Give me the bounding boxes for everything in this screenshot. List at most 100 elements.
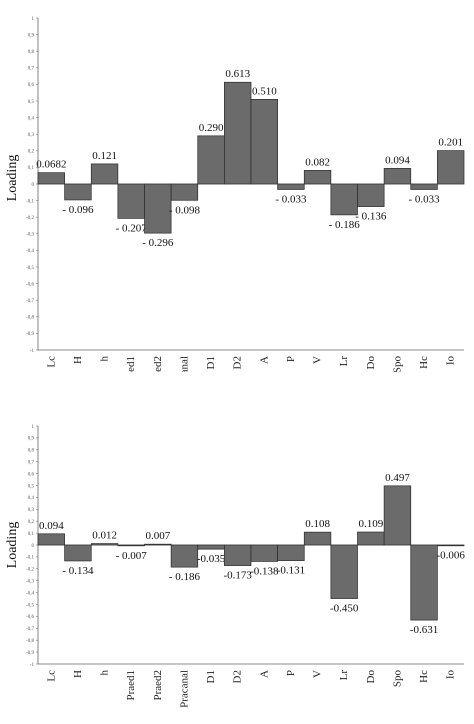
y-tick-label: -0,1 (26, 556, 34, 561)
bar-Io (437, 150, 465, 185)
x-tick-label: A (258, 356, 270, 364)
bar-Lr (330, 183, 358, 216)
bar-P (277, 183, 305, 190)
x-tick-label: Hc (418, 670, 430, 683)
value-label: 0.094 (39, 520, 64, 532)
y-tick-label: -0,2 (26, 568, 34, 573)
value-label: - 0.096 (62, 204, 94, 216)
y-tick-label: 0,1 (28, 532, 35, 537)
value-label: - 0.007 (116, 550, 148, 562)
x-tick-label: Praed1 (125, 356, 137, 372)
y-tick-label: -0,5 (26, 266, 34, 271)
bar-Io (437, 544, 465, 547)
y-tick-label: 0,5 (28, 484, 35, 489)
y-axis-title: Loading (5, 522, 20, 569)
bar-Spo (383, 485, 412, 546)
y-tick-label: 0,6 (28, 472, 35, 477)
x-tick-label: H (72, 356, 84, 364)
bar-Praed1 (117, 544, 145, 547)
bar-h (90, 163, 119, 185)
bar-Lc (37, 172, 65, 185)
value-label: 0.497 (385, 472, 410, 484)
y-tick-label: 0,5 (28, 100, 35, 105)
x-tick-label: D1 (205, 670, 217, 683)
x-tick-label: H (72, 670, 84, 678)
value-label: 0.613 (225, 68, 250, 80)
x-tick-label: P (285, 670, 297, 676)
x-tick-label: A (258, 670, 270, 678)
bar-Hc (410, 544, 438, 621)
bar-Praed2 (144, 183, 172, 234)
y-tick-label: -0,8 (26, 639, 34, 644)
y-tick-label: -0,8 (26, 316, 34, 321)
value-label: - 0.098 (169, 204, 201, 216)
value-label: 0.108 (305, 518, 330, 530)
value-label: -0.138 (250, 565, 279, 577)
value-label: 0.290 (199, 122, 224, 134)
bar-D1 (197, 544, 225, 550)
y-tick-label: 0,1 (28, 166, 35, 171)
bar-D2 (224, 544, 252, 566)
y-tick-label: 0,9 (28, 437, 35, 442)
y-tick-label: 1 (32, 425, 35, 430)
bar-A (250, 544, 278, 562)
x-tick-label: Io (445, 670, 457, 680)
value-label: -0.035 (197, 553, 226, 565)
x-tick-label: Lr (338, 356, 350, 367)
bar-Hc (410, 183, 438, 190)
x-tick-label: Praed1 (125, 670, 137, 701)
value-label: 0.201 (438, 137, 463, 149)
value-label: - 0.033 (275, 193, 307, 205)
value-label: - 0.186 (329, 219, 361, 231)
value-label: - 0.207 (116, 222, 148, 234)
value-label: - 0.134 (62, 565, 94, 577)
x-tick-label: Spo (391, 356, 403, 372)
x-tick-label: Do (365, 356, 377, 370)
y-tick-label: 0,3 (28, 508, 35, 513)
y-tick-label: -0,6 (26, 615, 34, 620)
x-tick-label: P (285, 356, 297, 362)
y-tick-label: 0,9 (28, 33, 35, 38)
y-tick-label: -0,6 (26, 282, 34, 287)
value-label: - 0.033 (408, 193, 440, 205)
x-tick-label: Io (445, 356, 457, 366)
bar-Do (357, 183, 385, 207)
y-tick-label: -0,4 (26, 249, 34, 254)
y-tick-label: -0,9 (26, 332, 34, 337)
value-label: -0.450 (330, 603, 359, 615)
x-tick-label: D2 (232, 356, 244, 369)
bar-Praed1 (117, 183, 145, 219)
x-tick-label: Lc (45, 670, 57, 682)
value-label: 0.094 (385, 154, 410, 166)
y-tick-label: -0,4 (26, 591, 34, 596)
loading-chart-2: 1 0,9 0,8 0,7 0,6 0,5 0,4 0,3 0,2 0,1 0 -0,1 -0,2 -0,… (5, 425, 465, 708)
x-tick-label: Pracanal (178, 670, 190, 708)
bar-h (90, 543, 119, 546)
y-tick-label: 0,8 (28, 449, 35, 454)
y-tick-label: 0,8 (28, 50, 35, 55)
bar-H (64, 544, 92, 562)
value-label: -0.631 (410, 624, 438, 636)
value-label: 0.0682 (36, 159, 66, 171)
x-tick-label: Spo (391, 670, 403, 688)
y-tick-label: 0,6 (28, 83, 35, 88)
bar-Pracanal (170, 183, 199, 201)
bar-Do (357, 531, 385, 546)
bar-Spo (383, 168, 412, 185)
y-tick-label: 0,7 (28, 67, 35, 72)
value-label: -0.131 (277, 565, 305, 577)
y-tick-label: -1 (30, 349, 35, 354)
value-label: -0.006 (436, 550, 465, 562)
value-label: 0.082 (305, 156, 330, 168)
y-tick-label: 0,7 (28, 461, 35, 466)
value-label: 0.510 (252, 85, 277, 97)
y-tick-label: 0,2 (28, 150, 35, 155)
x-tick-label: V (312, 670, 324, 678)
bar-V (303, 531, 332, 546)
y-tick-label: -0,1 (26, 199, 34, 204)
x-tick-label: Lc (45, 356, 57, 368)
bar-A (250, 98, 278, 185)
bar-Lr (330, 544, 358, 599)
bar-D2 (224, 81, 252, 185)
